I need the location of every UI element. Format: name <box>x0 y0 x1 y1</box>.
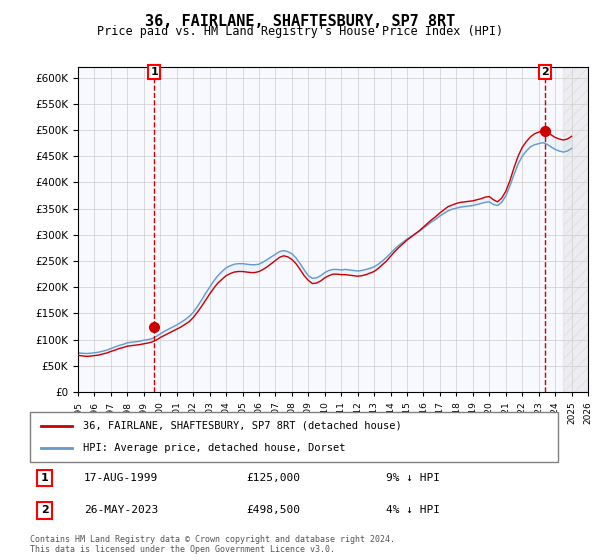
Text: HPI: Average price, detached house, Dorset: HPI: Average price, detached house, Dors… <box>83 443 346 453</box>
Text: £125,000: £125,000 <box>246 473 300 483</box>
Text: 1: 1 <box>41 473 49 483</box>
Text: 9% ↓ HPI: 9% ↓ HPI <box>386 473 440 483</box>
Text: 36, FAIRLANE, SHAFTESBURY, SP7 8RT: 36, FAIRLANE, SHAFTESBURY, SP7 8RT <box>145 14 455 29</box>
Text: Price paid vs. HM Land Registry's House Price Index (HPI): Price paid vs. HM Land Registry's House … <box>97 25 503 38</box>
Text: 17-AUG-1999: 17-AUG-1999 <box>84 473 158 483</box>
FancyBboxPatch shape <box>30 412 558 462</box>
Text: 2: 2 <box>41 505 49 515</box>
Text: 36, FAIRLANE, SHAFTESBURY, SP7 8RT (detached house): 36, FAIRLANE, SHAFTESBURY, SP7 8RT (deta… <box>83 421 401 431</box>
Text: 1: 1 <box>150 67 158 77</box>
Bar <box>563 67 588 392</box>
Text: £498,500: £498,500 <box>246 505 300 515</box>
Text: 26-MAY-2023: 26-MAY-2023 <box>84 505 158 515</box>
Text: 4% ↓ HPI: 4% ↓ HPI <box>386 505 440 515</box>
Text: 2: 2 <box>541 67 549 77</box>
Text: Contains HM Land Registry data © Crown copyright and database right 2024.
This d: Contains HM Land Registry data © Crown c… <box>30 535 395 554</box>
